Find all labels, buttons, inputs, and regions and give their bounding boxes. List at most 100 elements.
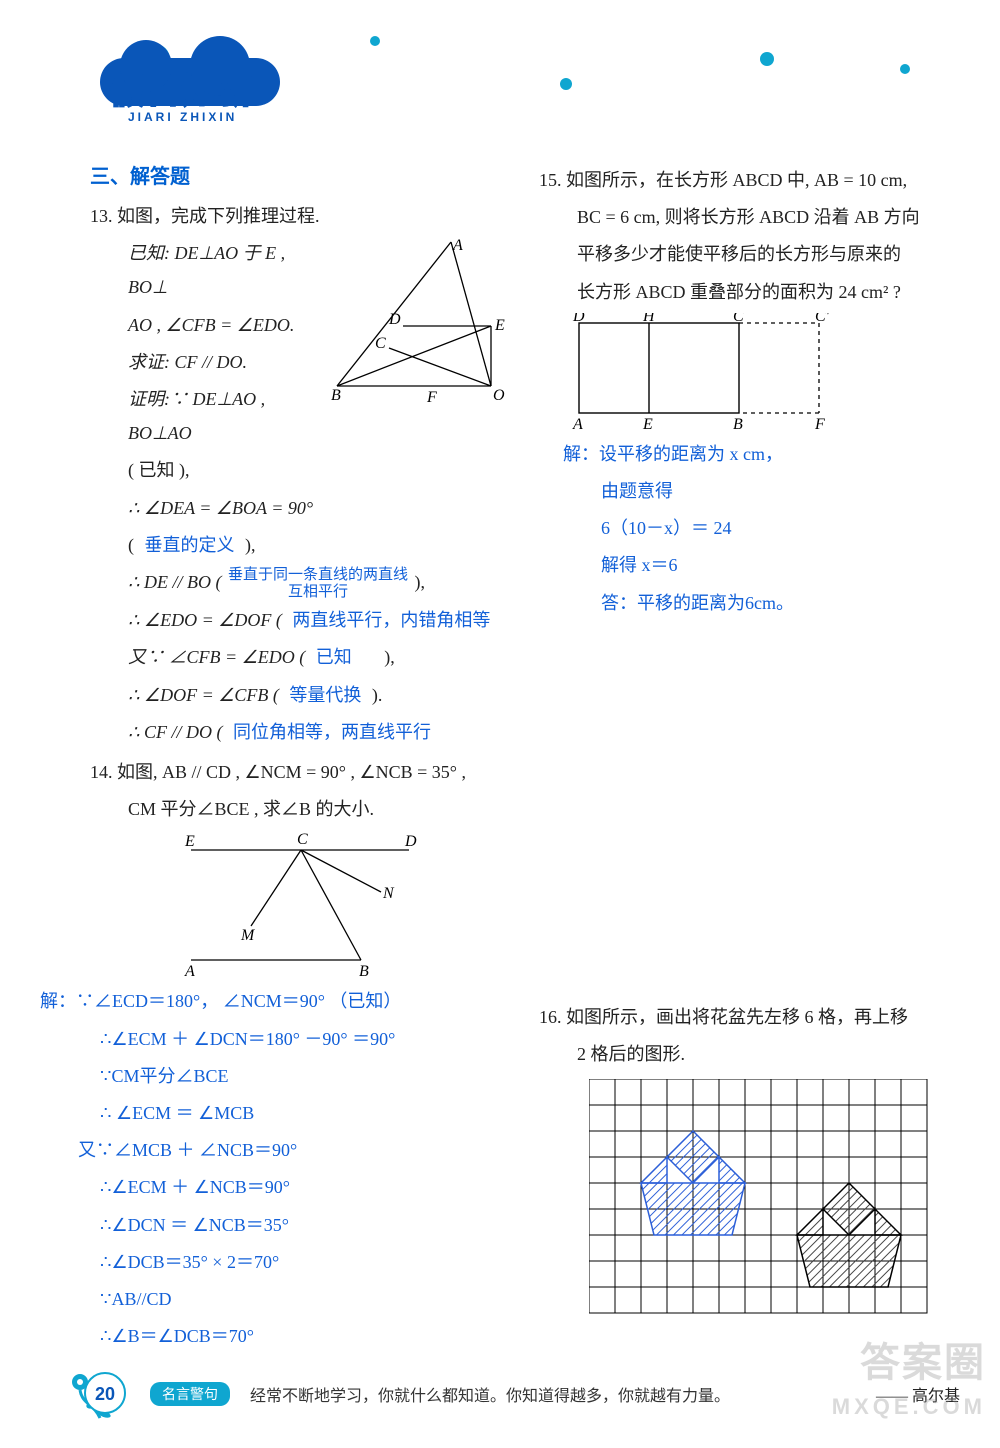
- q14-number: 14.: [90, 762, 113, 782]
- solution-line: 答：平移的距离为6cm。: [563, 586, 960, 620]
- q13-number: 13.: [90, 206, 113, 226]
- q13-line: ∴ CF // DO ( 同位角相等，两直线平行: [90, 715, 511, 749]
- right-column: 15. 如图所示，在长方形 ABCD 中, AB = 10 cm, BC = 6…: [539, 160, 960, 1356]
- q14-intro2: CM 平分∠BCE , 求∠B 的大小.: [90, 792, 511, 826]
- text: 又∵ ∠CFB = ∠EDO (: [128, 647, 305, 667]
- q15-l2: BC = 6 cm, 则将长方形 ABCD 沿着 AB 方向: [539, 200, 960, 234]
- svg-text:H: H: [642, 313, 656, 325]
- solution-line: 解：设平移的距离为 x cm，: [563, 437, 960, 471]
- logo-text: 假日知新: [110, 64, 254, 113]
- solution-line: ∴∠DCN ＝ ∠NCB＝35°: [40, 1208, 511, 1242]
- decorative-dot: [370, 36, 380, 46]
- svg-text:D: D: [404, 833, 417, 850]
- answer-blank: 两直线平行，内错角相等: [286, 603, 496, 637]
- decorative-dot: [900, 64, 910, 74]
- q13-line: 又∵ ∠CFB = ∠EDO ( 已知 ),: [90, 640, 511, 674]
- svg-text:A: A: [572, 416, 583, 433]
- q16-l2: 2 格后的图形.: [539, 1037, 960, 1071]
- solution-line: ∵CM平分∠BCE: [40, 1059, 511, 1093]
- q16-header: 16. 如图所示，画出将花盆先左移 6 格，再上移: [539, 1000, 960, 1034]
- svg-text:C: C: [297, 831, 308, 848]
- svg-text:E: E: [184, 833, 195, 850]
- solution-line: 6（10－x）＝ 24: [563, 511, 960, 545]
- q13-line: ( 已知 ),: [90, 453, 511, 487]
- svg-text:M: M: [240, 927, 256, 944]
- svg-text:C': C': [815, 313, 830, 325]
- watermark: 答案圈: [860, 1330, 986, 1388]
- q13-header: 13. 如图，完成下列推理过程.: [90, 199, 511, 233]
- paren-close: ).: [372, 685, 383, 705]
- answer-blank: 同位角相等，两直线平行: [227, 715, 437, 749]
- svg-text:B: B: [359, 963, 369, 980]
- q15-l4: 长方形 ABCD 重叠部分的面积为 24 cm² ?: [539, 275, 960, 309]
- q15-l1: 如图所示，在长方形 ABCD 中, AB = 10 cm,: [566, 170, 907, 190]
- logo-pinyin: JIARI ZHIXIN: [128, 110, 237, 124]
- answer-blank: 垂直的定义: [139, 528, 241, 562]
- paren-close: ),: [245, 535, 256, 555]
- svg-text:D: D: [388, 311, 401, 328]
- page-number: 20: [84, 1372, 126, 1414]
- q14-header: 14. 如图, AB // CD , ∠NCM = 90° , ∠NCB = 3…: [90, 755, 511, 789]
- q13-figure: A B O F C D E: [331, 236, 511, 406]
- solution-line: 又∵∠MCB ＋ ∠NCB＝90°: [40, 1133, 511, 1167]
- q15-figure: D H C C' A E B F: [569, 313, 849, 433]
- q15-solution: 解：设平移的距离为 x cm， 由题意得 6（10－x）＝ 24 解得 x＝6 …: [563, 437, 960, 620]
- q13-line: ∴ DE // BO ( 垂直于同一条直线的两直线 互相平行 ),: [90, 565, 511, 600]
- q13-line: ∴ ∠DOF = ∠CFB ( 等量代换 ).: [90, 678, 511, 712]
- q14-solution: 解：∵∠ECD＝180°， ∠NCM＝90° （已知） ∴∠ECM ＋ ∠DCN…: [40, 984, 511, 1353]
- paren-open: (: [128, 535, 134, 555]
- svg-text:C: C: [375, 335, 386, 352]
- solution-line: 解得 x＝6: [563, 548, 960, 582]
- q14-figure: E C D M N A B: [171, 830, 431, 980]
- q14-intro1: 如图, AB // CD , ∠NCM = 90° , ∠NCB = 35° ,: [117, 762, 466, 782]
- header-logo: 假日知新 JIARI ZHIXIN: [60, 30, 320, 140]
- svg-text:A: A: [452, 237, 463, 254]
- q13-line: ( 垂直的定义 ),: [90, 528, 511, 562]
- solution-line: ∵AB//CD: [40, 1282, 511, 1316]
- decorative-dot: [760, 52, 774, 66]
- solution-line: ∴∠DCB＝35° × 2＝70°: [40, 1245, 511, 1279]
- paren-close: ),: [414, 572, 425, 592]
- solution-line: 解：∵∠ECD＝180°， ∠NCM＝90° （已知）: [40, 984, 511, 1018]
- left-column: 三、解答题 13. 如图，完成下列推理过程. A: [90, 160, 511, 1356]
- quote-text: 经常不断地学习，你就什么都知道。你知道得越多，你就越有力量。: [250, 1382, 730, 1406]
- svg-text:F: F: [814, 416, 825, 433]
- paren-close: ),: [384, 647, 395, 667]
- page: 假日知新 JIARI ZHIXIN 三、解答题 13. 如图，完成下列推理过程.: [0, 0, 1000, 1448]
- q13-intro: 如图，完成下列推理过程.: [117, 206, 320, 226]
- q13-line: ∴ ∠EDO = ∠DOF ( 两直线平行，内错角相等: [90, 603, 511, 637]
- solution-line: 由题意得: [563, 474, 960, 508]
- svg-text:E: E: [494, 317, 505, 334]
- q15-header: 15. 如图所示，在长方形 ABCD 中, AB = 10 cm,: [539, 163, 960, 197]
- q15-number: 15.: [539, 170, 562, 190]
- watermark-url: MXQE.COM: [832, 1394, 986, 1420]
- svg-text:A: A: [184, 963, 195, 980]
- svg-text:E: E: [642, 416, 653, 433]
- answer-blank: 等量代换: [283, 678, 367, 712]
- text: ∴ CF // DO (: [128, 722, 222, 742]
- q16-l1: 如图所示，画出将花盆先左移 6 格，再上移: [566, 1007, 908, 1027]
- q16-figure: [589, 1079, 949, 1331]
- answer-blank: 已知: [310, 640, 380, 674]
- text: ∴ DE // BO (: [128, 572, 221, 592]
- svg-text:B: B: [331, 387, 341, 404]
- two-column-layout: 三、解答题 13. 如图，完成下列推理过程. A: [90, 160, 960, 1356]
- q16-number: 16.: [539, 1007, 562, 1027]
- text: ∴ ∠DOF = ∠CFB (: [128, 685, 279, 705]
- solution-line: ∴∠ECM ＋ ∠DCN＝180° －90° ＝90°: [40, 1022, 511, 1056]
- quote-tag: 名言警句: [150, 1382, 230, 1406]
- section-title: 三、解答题: [90, 160, 511, 189]
- svg-text:F: F: [426, 389, 437, 406]
- svg-text:D: D: [572, 313, 585, 325]
- svg-text:O: O: [493, 387, 505, 404]
- solution-line: ∴ ∠ECM ＝ ∠MCB: [40, 1096, 511, 1130]
- svg-text:C: C: [733, 313, 744, 325]
- q15-l3: 平移多少才能使平移后的长方形与原来的: [539, 237, 960, 271]
- svg-text:N: N: [382, 885, 395, 902]
- decorative-dot: [560, 78, 572, 90]
- svg-text:B: B: [733, 416, 743, 433]
- solution-line: ∴∠ECM ＋ ∠NCB＝90°: [40, 1170, 511, 1204]
- answer-blank: 垂直于同一条直线的两直线 互相平行: [226, 567, 410, 600]
- q13-line: ∴ ∠DEA = ∠BOA = 90°: [90, 491, 511, 525]
- text: ∴ ∠EDO = ∠DOF (: [128, 610, 282, 630]
